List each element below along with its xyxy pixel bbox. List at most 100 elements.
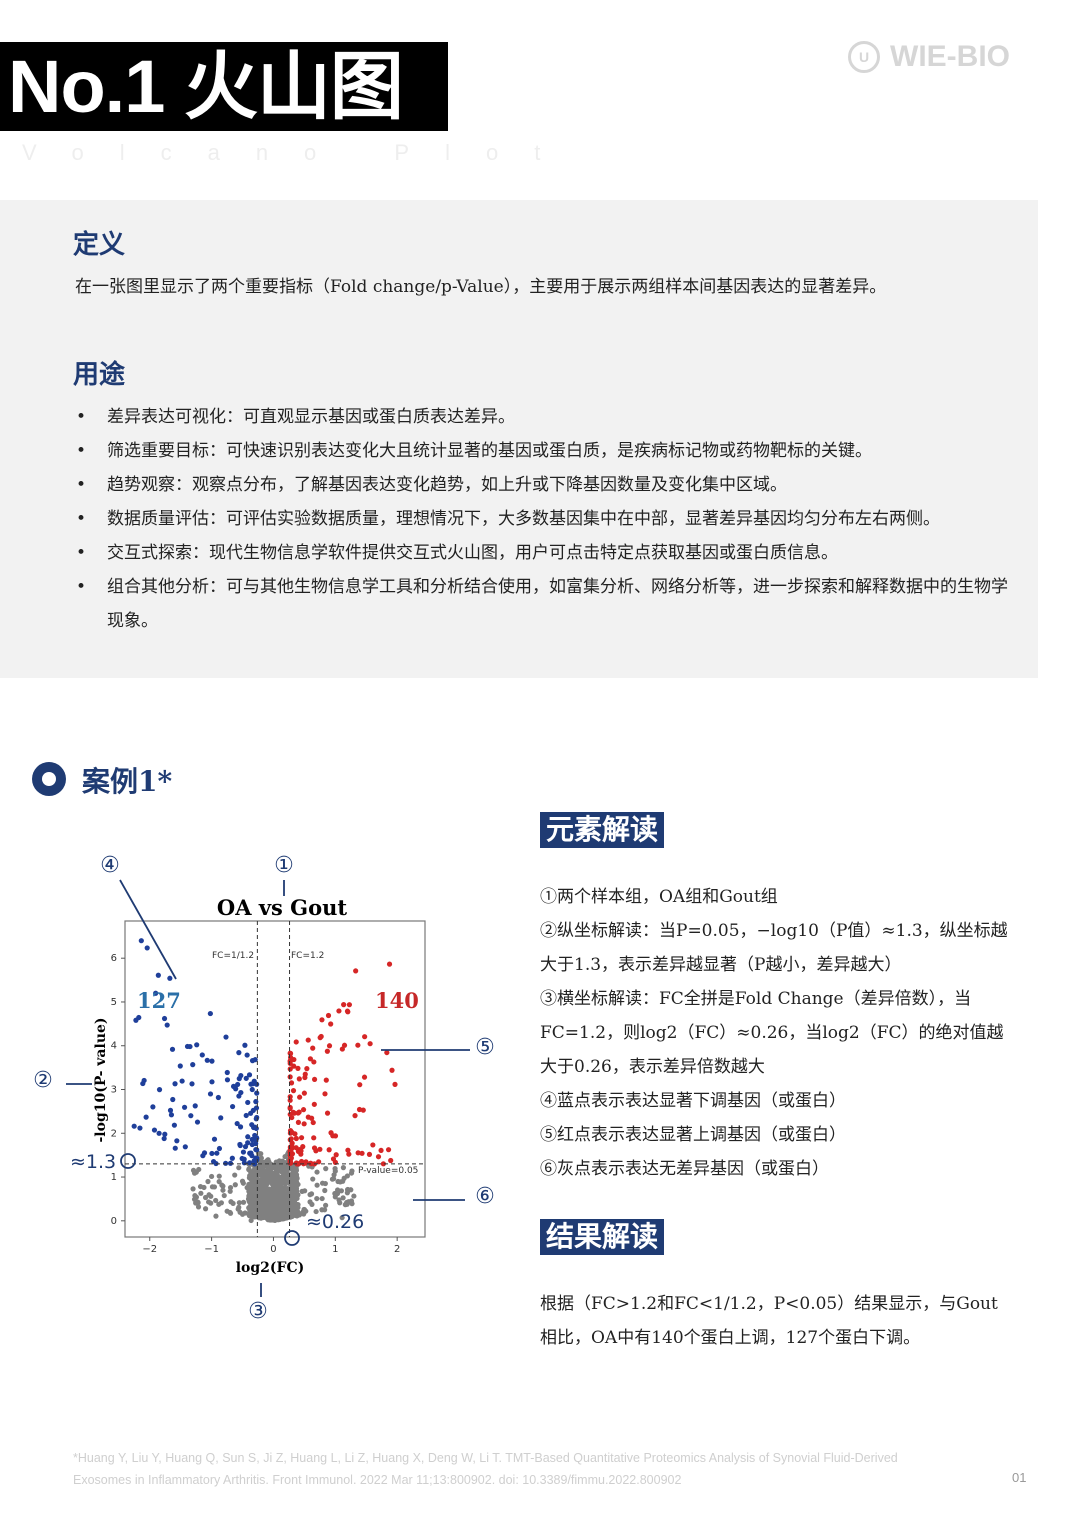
element-line: ④蓝点表示表达显著下调基因（或蛋白） bbox=[540, 1091, 846, 1111]
ns-point bbox=[262, 1204, 269, 1210]
ns-point bbox=[248, 1217, 254, 1224]
down-point bbox=[251, 1124, 257, 1131]
ns-point bbox=[272, 1197, 278, 1203]
ns-point bbox=[302, 1188, 308, 1194]
ns-point bbox=[272, 1209, 278, 1216]
ns-point bbox=[245, 1196, 252, 1202]
ns-point bbox=[314, 1182, 320, 1188]
ns-point bbox=[251, 1186, 257, 1193]
list-item: 差异表达可视化：可直观显示基因或蛋白质表达差异。 bbox=[72, 400, 1017, 434]
x-tick-label: 0 bbox=[270, 1244, 276, 1255]
up-point bbox=[366, 1151, 373, 1157]
up-point bbox=[302, 1071, 308, 1077]
definition-heading: 定义 bbox=[73, 230, 126, 260]
down-point bbox=[138, 938, 144, 944]
down-point bbox=[190, 1062, 196, 1068]
up-point bbox=[370, 1142, 376, 1148]
y-tick-label: 4 bbox=[111, 1041, 117, 1052]
ns-point bbox=[237, 1209, 243, 1215]
down-point bbox=[143, 1114, 149, 1120]
down-point bbox=[174, 1138, 180, 1144]
up-point bbox=[287, 1066, 293, 1072]
up-point bbox=[288, 1160, 294, 1166]
down-point bbox=[207, 1091, 214, 1097]
up-point bbox=[311, 1101, 317, 1107]
ns-point bbox=[209, 1173, 215, 1180]
down-point bbox=[218, 1115, 224, 1121]
down-point bbox=[216, 1145, 223, 1152]
up-point bbox=[385, 1147, 392, 1153]
ns-point bbox=[287, 1210, 293, 1216]
up-point bbox=[360, 1107, 366, 1113]
ns-point bbox=[290, 1191, 296, 1197]
ns-point bbox=[213, 1213, 219, 1219]
ns-point bbox=[247, 1190, 253, 1196]
results-text: 根据（FC>1.2和FC<1/1.2，P<0.05）结果显示，与Gout相比，O… bbox=[540, 1294, 998, 1348]
up-point bbox=[324, 1048, 330, 1054]
down-point bbox=[250, 1081, 256, 1087]
up-point bbox=[384, 1049, 390, 1056]
page-title: No.1 火山图 bbox=[0, 42, 448, 131]
ns-point bbox=[310, 1176, 316, 1182]
up-point bbox=[290, 1088, 297, 1094]
up-point bbox=[297, 1094, 303, 1100]
ns-point bbox=[195, 1204, 202, 1210]
ns-point bbox=[283, 1161, 289, 1168]
ns-point bbox=[227, 1184, 234, 1191]
down-point bbox=[236, 1076, 242, 1082]
ns-point bbox=[319, 1195, 325, 1202]
ns-point bbox=[291, 1172, 297, 1179]
ns-point bbox=[338, 1188, 345, 1194]
up-point bbox=[305, 1037, 311, 1043]
up-point bbox=[378, 1147, 384, 1154]
list-item: 交互式探索：现代生物信息学软件提供交互式火山图，用户可点击特定点获取基因或蛋白质… bbox=[72, 536, 1017, 570]
up-point bbox=[317, 1146, 323, 1152]
ns-point bbox=[272, 1176, 278, 1182]
annotation-lines bbox=[66, 879, 470, 1297]
ns-point bbox=[191, 1170, 198, 1176]
up-point bbox=[341, 1002, 347, 1008]
down-count-label: 127 bbox=[137, 988, 181, 1013]
y-axis-label: -log10(P- value) bbox=[93, 1017, 109, 1142]
up-point bbox=[359, 1150, 365, 1156]
down-point bbox=[153, 990, 159, 996]
up-point bbox=[367, 1041, 373, 1047]
ns-point bbox=[251, 1197, 257, 1203]
down-point bbox=[162, 1131, 168, 1137]
page-number: 01 bbox=[1012, 1470, 1027, 1485]
ns-point bbox=[349, 1168, 355, 1174]
case-bullet-icon bbox=[32, 762, 66, 796]
ns-point bbox=[260, 1168, 266, 1175]
ns-point bbox=[273, 1162, 279, 1168]
up-point bbox=[305, 1114, 311, 1120]
ns-point bbox=[202, 1194, 209, 1201]
up-point bbox=[310, 1119, 316, 1126]
down-point bbox=[167, 975, 173, 981]
up-point bbox=[311, 1145, 318, 1151]
x-axis-label: log2(FC) bbox=[236, 1260, 305, 1276]
up-point bbox=[289, 1114, 295, 1121]
up-point bbox=[375, 1154, 382, 1160]
ns-point bbox=[323, 1202, 329, 1208]
element-line: ③横坐标解读：FC全拼是Fold Change（差异倍数），当FC=1.2，则l… bbox=[540, 989, 1004, 1077]
up-point bbox=[300, 1144, 306, 1150]
ns-point bbox=[197, 1183, 204, 1190]
down-point bbox=[229, 1155, 235, 1161]
ns-point bbox=[228, 1199, 234, 1205]
ns-point bbox=[236, 1165, 242, 1171]
up-point bbox=[293, 1135, 299, 1142]
up-point bbox=[336, 1008, 342, 1014]
up-point bbox=[290, 1109, 296, 1115]
down-point bbox=[151, 1127, 158, 1133]
ns-point bbox=[262, 1182, 268, 1189]
y-tick-label: 5 bbox=[111, 997, 117, 1008]
ns-point bbox=[257, 1205, 263, 1211]
up-point bbox=[295, 1065, 301, 1071]
up-point bbox=[339, 1046, 345, 1052]
y-tick-label: 3 bbox=[111, 1085, 117, 1096]
down-point bbox=[247, 1160, 253, 1166]
elements-heading: 元素解读 bbox=[540, 812, 665, 848]
up-point bbox=[311, 1135, 317, 1141]
ns-point bbox=[248, 1212, 254, 1218]
ns-point bbox=[330, 1176, 337, 1182]
